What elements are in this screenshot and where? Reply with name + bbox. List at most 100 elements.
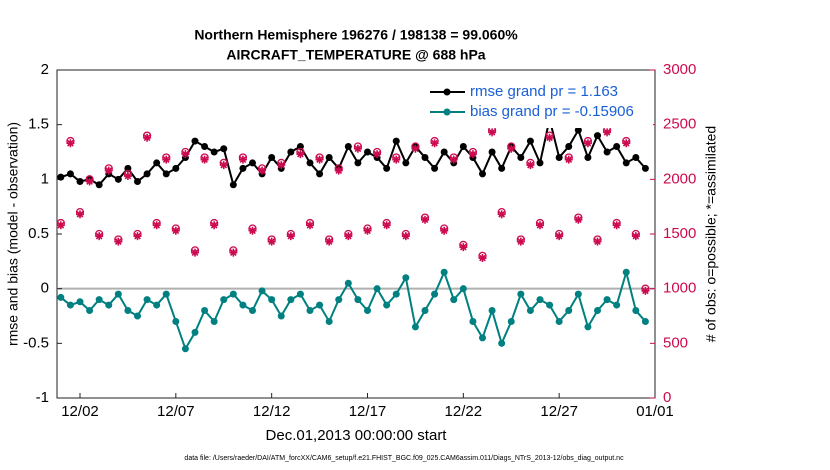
y2-axis-label: # of obs: o=possible; *=assimilated	[703, 126, 719, 342]
point	[306, 307, 314, 315]
point	[114, 290, 122, 298]
point	[191, 248, 199, 257]
point	[641, 164, 649, 172]
point	[76, 298, 84, 306]
point	[459, 285, 467, 293]
point	[603, 296, 611, 304]
chart-subtitle: AIRCRAFT_TEMPERATURE @ 688 hPa	[226, 47, 485, 63]
point	[401, 232, 410, 241]
point	[498, 339, 506, 347]
x-tick-label: 12/02	[61, 403, 99, 420]
point	[258, 287, 266, 295]
point	[344, 232, 353, 241]
point	[536, 159, 544, 167]
point	[574, 290, 582, 298]
point	[583, 139, 592, 148]
point	[143, 296, 151, 304]
point	[219, 161, 228, 170]
point	[104, 166, 113, 175]
point	[517, 290, 525, 298]
point	[479, 170, 486, 178]
point	[594, 307, 601, 315]
point	[229, 248, 238, 257]
y2-tick-label: 1000	[663, 280, 696, 297]
legend-label: rmse grand pr = 1.163	[470, 83, 618, 100]
y2-tick-label: 500	[663, 334, 688, 351]
point	[383, 164, 391, 172]
point	[344, 143, 352, 151]
point	[229, 290, 237, 298]
point	[622, 159, 630, 167]
point	[440, 148, 448, 156]
point	[459, 243, 468, 252]
point	[162, 290, 170, 298]
point	[286, 232, 295, 241]
point	[488, 148, 496, 156]
point	[402, 274, 410, 282]
point	[373, 285, 381, 293]
point	[220, 296, 228, 304]
point	[430, 139, 439, 148]
point	[316, 170, 324, 178]
point	[613, 301, 621, 309]
point	[411, 144, 420, 153]
point	[249, 307, 256, 315]
point	[153, 301, 161, 309]
point	[325, 153, 333, 161]
point	[545, 133, 554, 142]
point	[641, 286, 650, 295]
point	[431, 164, 439, 172]
point	[172, 317, 180, 325]
point	[478, 254, 487, 263]
x-tick-label: 12/07	[157, 403, 195, 420]
point	[488, 307, 496, 315]
point	[364, 307, 371, 315]
point	[354, 159, 362, 167]
point	[191, 137, 199, 145]
point	[134, 312, 141, 320]
legend-marker	[443, 88, 451, 96]
point	[632, 153, 640, 161]
point	[85, 177, 94, 186]
point	[181, 150, 190, 159]
point	[66, 170, 74, 178]
point	[536, 221, 544, 230]
point	[479, 334, 486, 342]
point	[201, 143, 209, 151]
point	[603, 148, 611, 156]
y-tick-label: -0.5	[23, 334, 49, 351]
point	[124, 307, 132, 315]
x-tick-label: 01/01	[636, 403, 674, 420]
point	[277, 312, 285, 320]
point	[641, 317, 649, 325]
point	[172, 164, 180, 172]
point	[497, 210, 506, 219]
point	[152, 221, 161, 230]
point	[287, 148, 295, 156]
point	[498, 164, 506, 172]
point	[440, 226, 449, 235]
point	[296, 290, 304, 298]
point	[526, 161, 535, 170]
point	[450, 296, 458, 304]
point	[316, 301, 324, 309]
point	[287, 296, 295, 304]
point	[459, 143, 467, 151]
point	[306, 221, 314, 230]
point	[210, 317, 218, 325]
point	[315, 155, 324, 164]
point	[267, 237, 276, 246]
point	[382, 221, 391, 230]
y2-tick-label: 3000	[663, 61, 696, 78]
y-axis-label: rmse and bias (model - observation)	[5, 122, 21, 346]
point	[526, 137, 534, 145]
point	[507, 144, 516, 153]
point	[95, 232, 104, 241]
point	[66, 301, 74, 309]
y-tick-label: 0.5	[28, 225, 49, 242]
point	[76, 178, 84, 186]
y-tick-label: 2	[41, 61, 49, 78]
point	[594, 132, 601, 140]
